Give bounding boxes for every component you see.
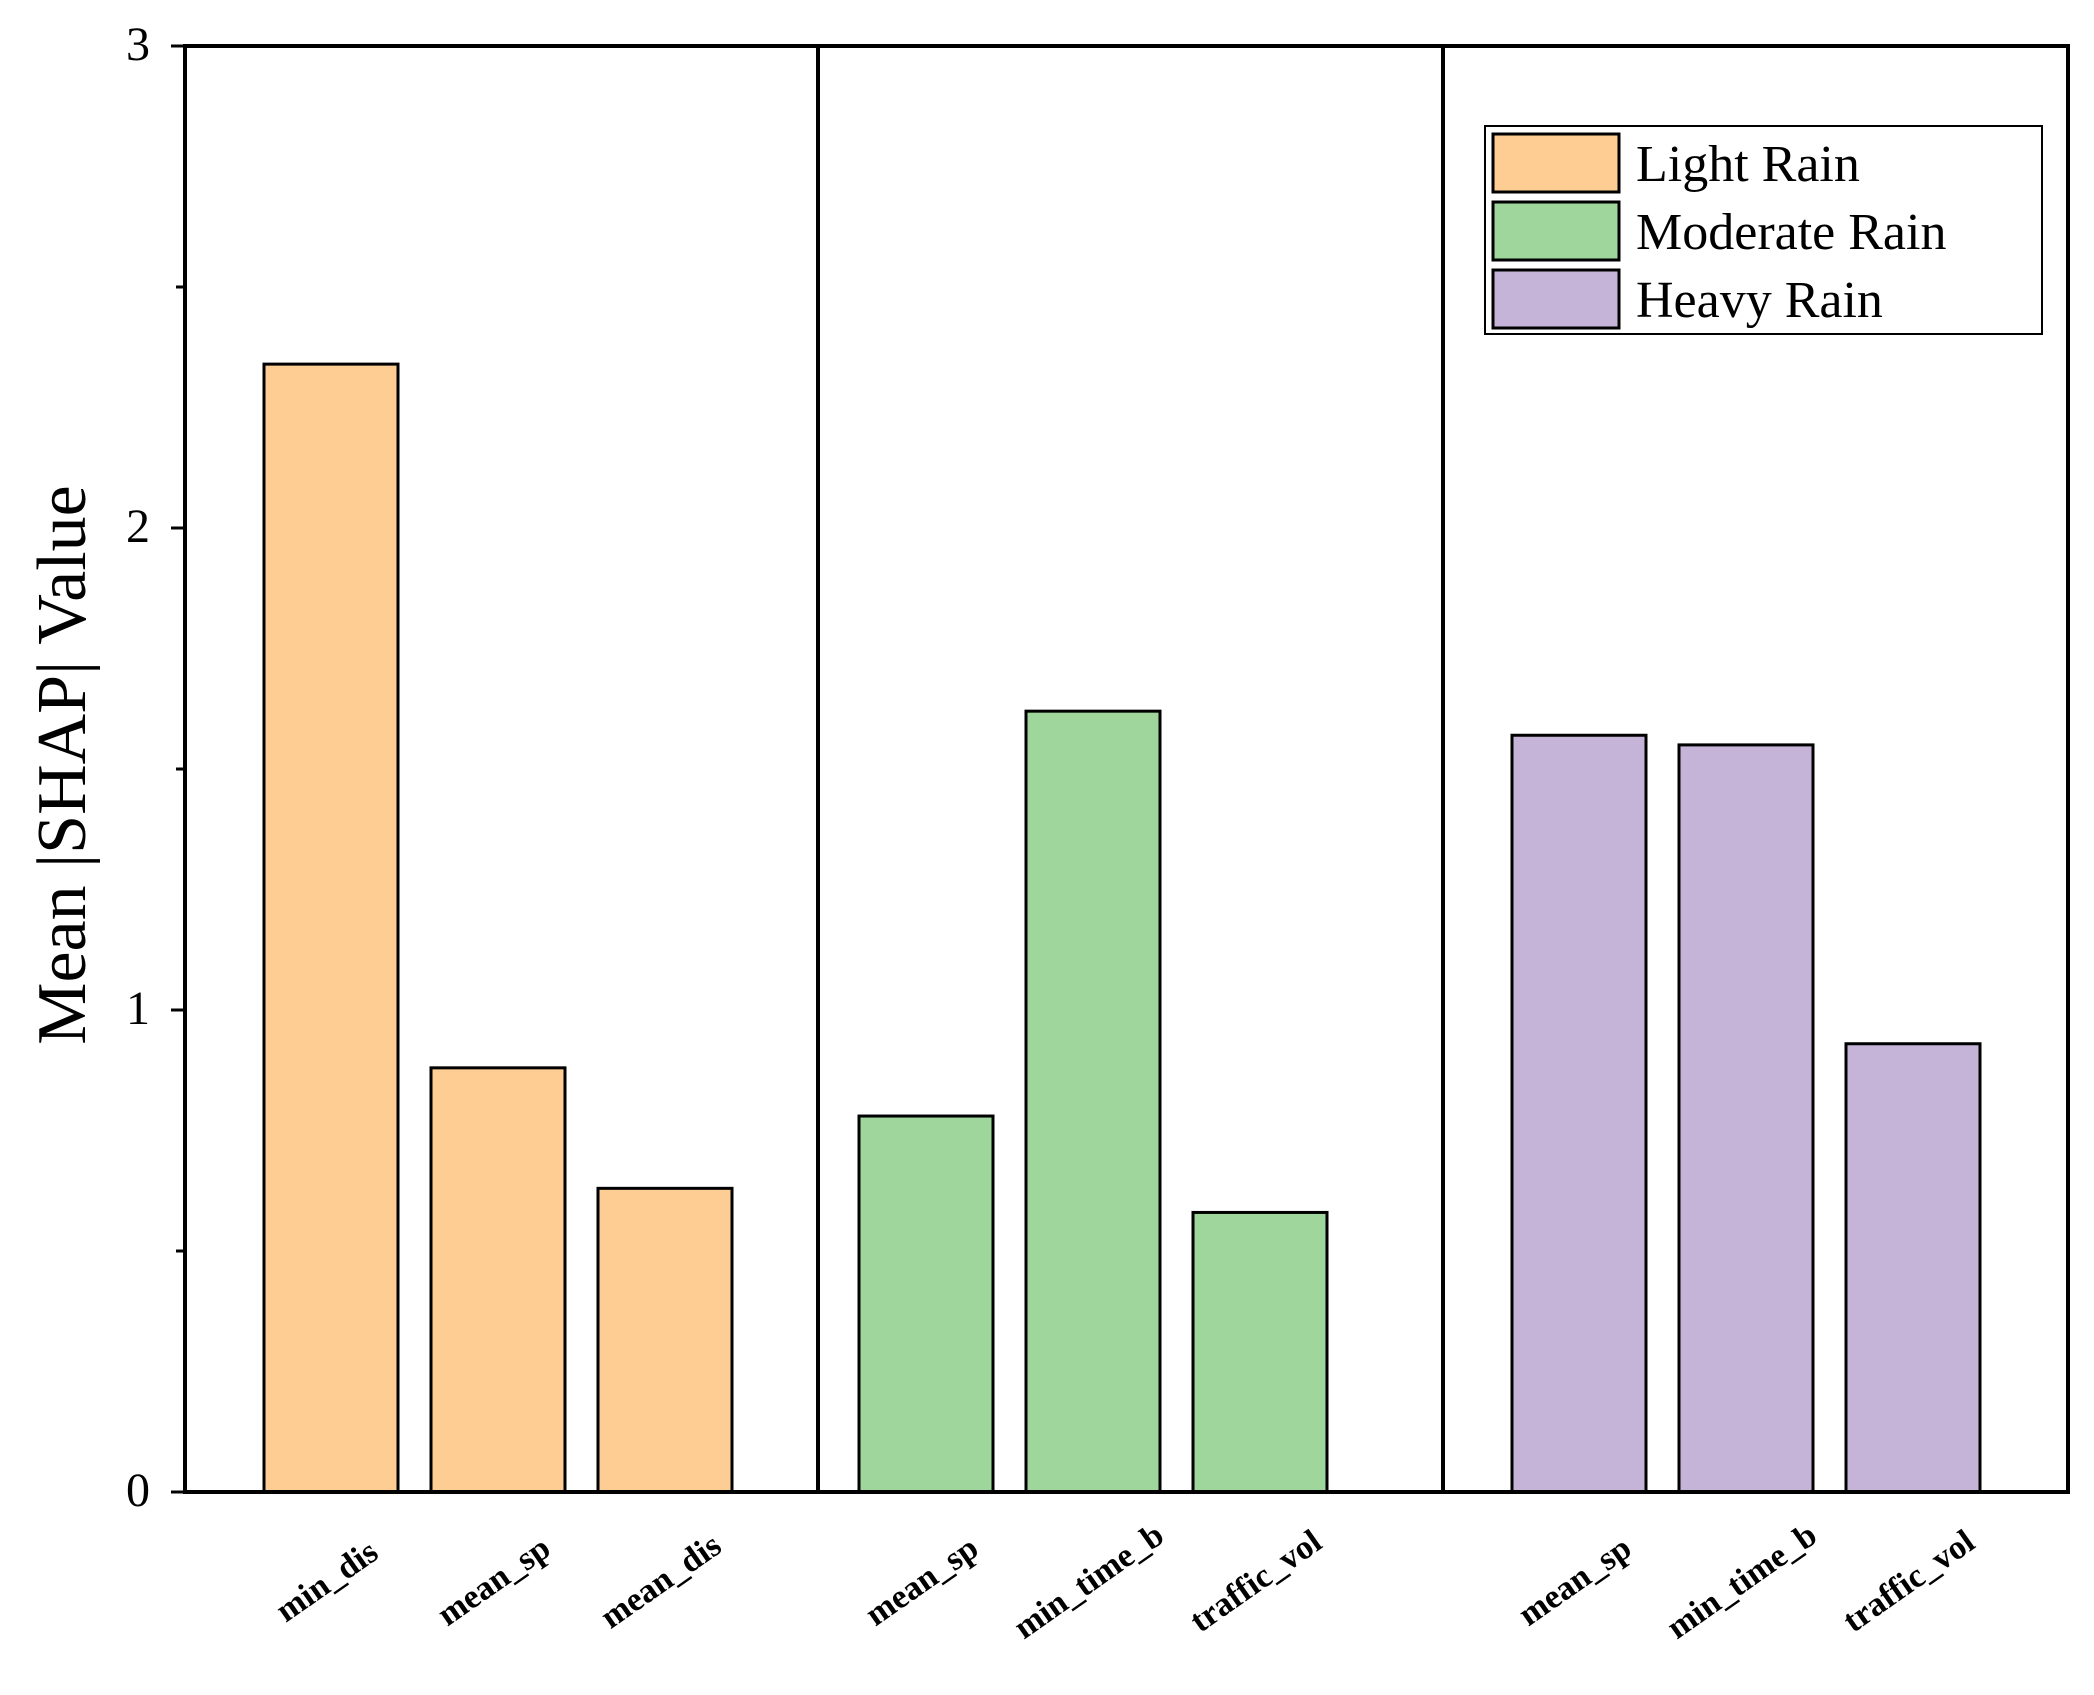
legend: Light Rain Moderate Rain Heavy Rain — [1484, 125, 2043, 335]
bar-light-rain-mean-sp — [429, 1066, 567, 1494]
category-label: min_time_b — [1660, 1516, 1824, 1646]
bar-light-rain-min-dis — [262, 362, 400, 1494]
legend-swatch — [1491, 268, 1621, 330]
bar-moderate-rain-mean-sp — [857, 1114, 995, 1494]
plot-area: min_dis mean_sp mean_dis mean_sp min_time_b t… — [126, 18, 2070, 1646]
category-label: min_dis — [269, 1533, 385, 1629]
category-label: traffic_vol — [1184, 1523, 1329, 1640]
y-axis-title: Mean |SHAP| Value — [24, 485, 101, 1045]
legend-label: Moderate Rain — [1636, 204, 1946, 261]
legend-label: Heavy Rain — [1636, 272, 1883, 329]
legend-swatch — [1491, 132, 1621, 194]
category-label: mean_dis — [594, 1527, 728, 1636]
bar-heavy-rain-traffic-vol — [1844, 1042, 1982, 1494]
category-label: mean_sp — [1512, 1529, 1638, 1633]
category-label: traffic_vol — [1837, 1523, 1982, 1640]
category-label: mean_sp — [431, 1529, 557, 1633]
category-label: mean_sp — [859, 1529, 985, 1633]
category-label: min_time_b — [1007, 1516, 1171, 1646]
y-tick-label: 3 — [126, 18, 150, 71]
y-tick-label: 2 — [126, 500, 150, 553]
legend-label: Light Rain — [1636, 136, 1860, 193]
bar-moderate-rain-min-time-b — [1024, 709, 1162, 1494]
bar-heavy-rain-mean-sp — [1510, 733, 1648, 1494]
legend-swatch — [1491, 200, 1621, 262]
bar-moderate-rain-traffic-vol — [1191, 1210, 1329, 1494]
bar-heavy-rain-min-time-b — [1677, 743, 1815, 1494]
y-tick-label: 0 — [126, 1464, 150, 1517]
y-tick-label: 1 — [126, 982, 150, 1035]
bar-light-rain-mean-dis — [596, 1186, 734, 1494]
